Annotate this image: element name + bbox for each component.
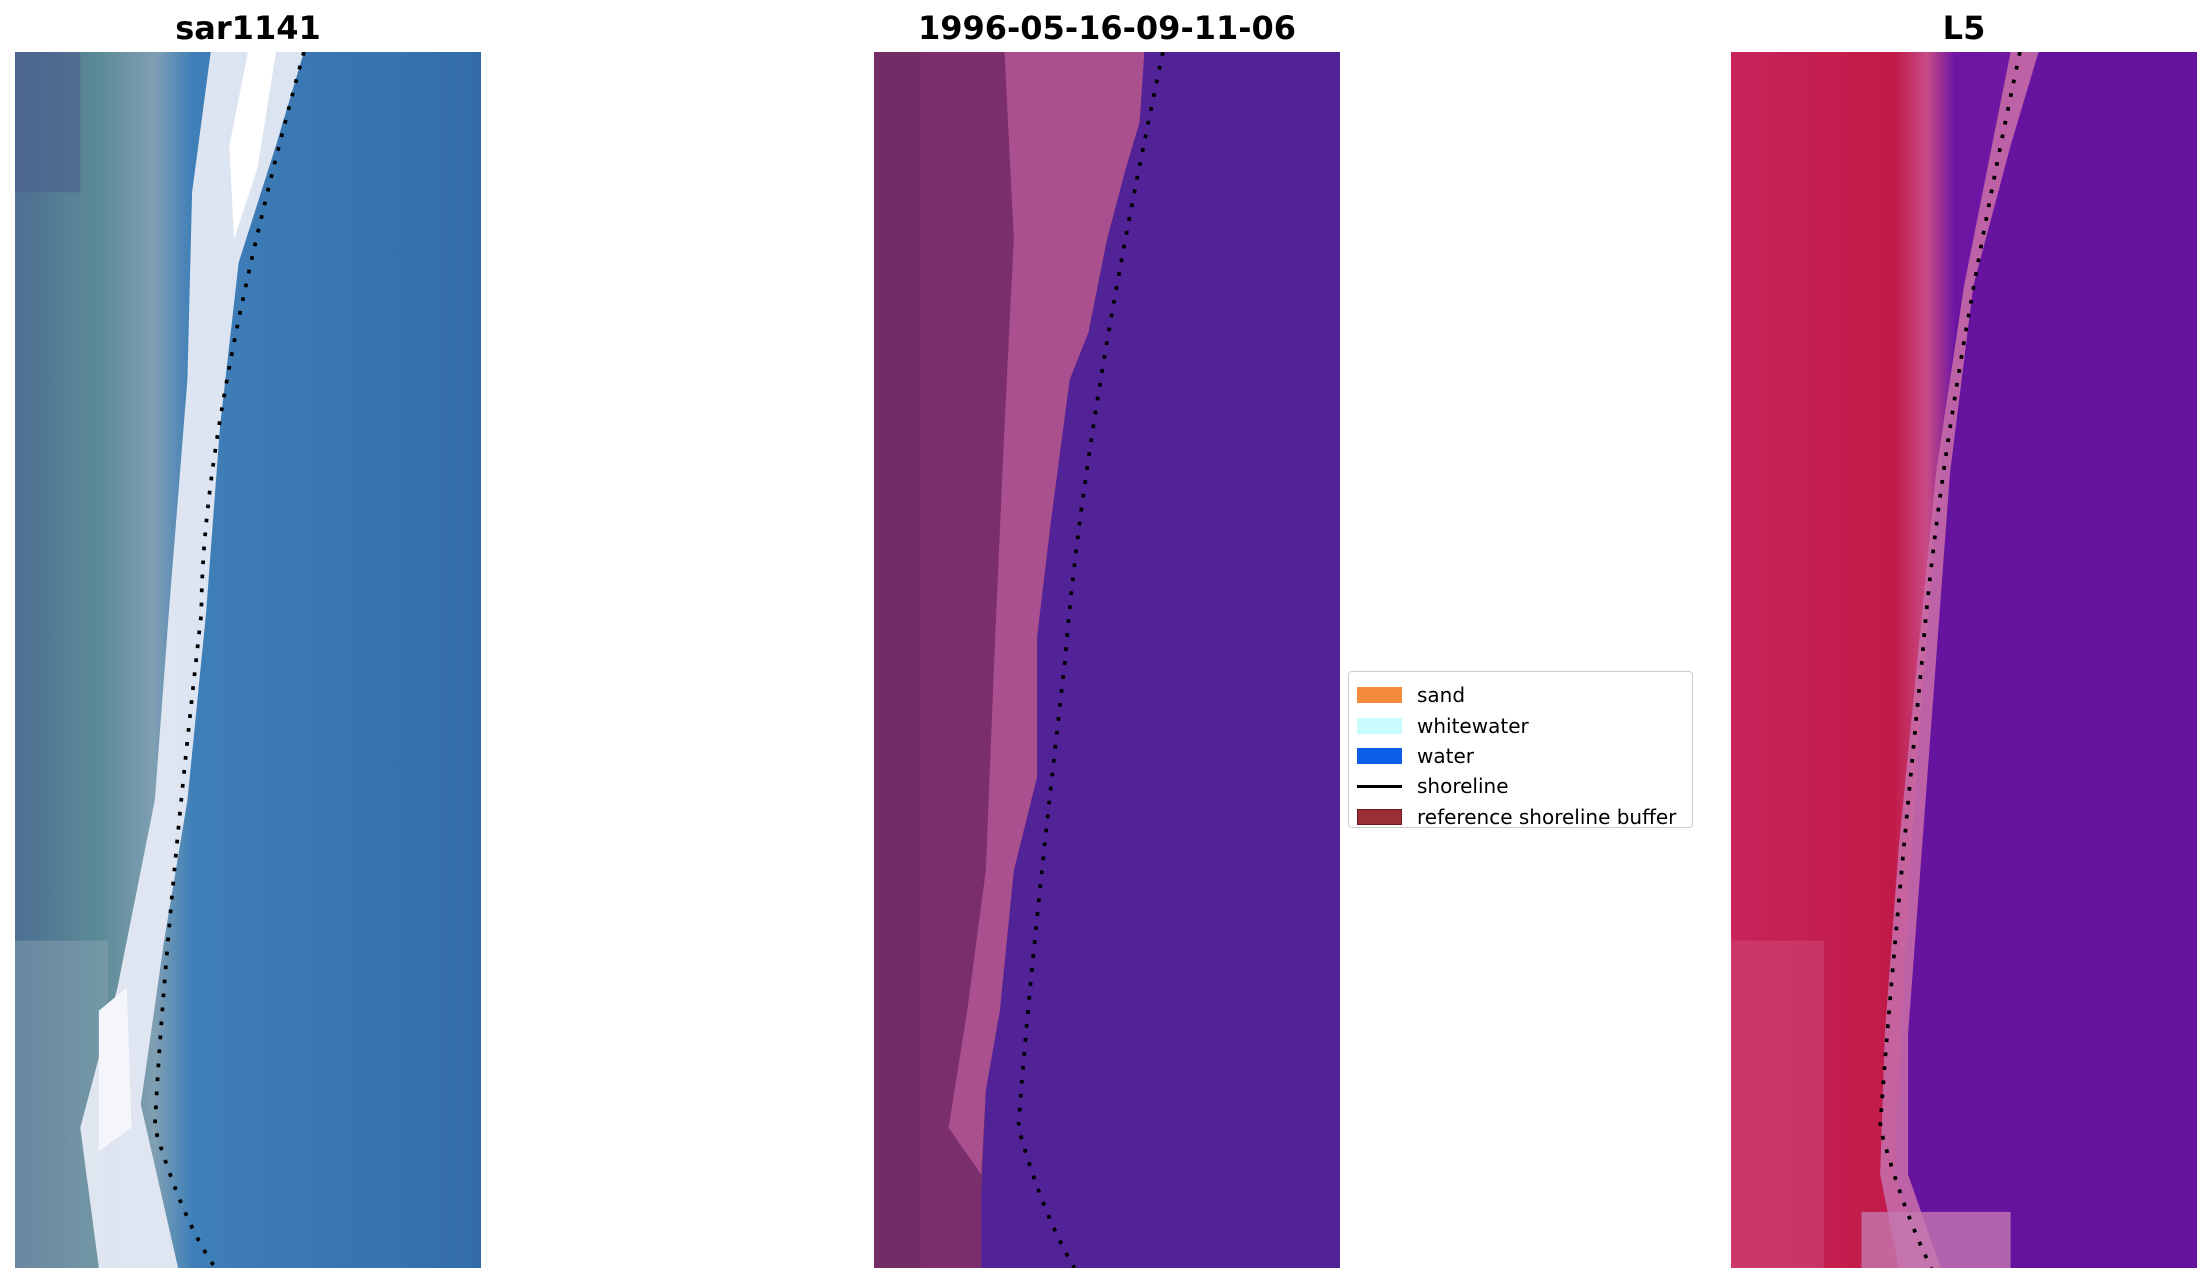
classified-image-panel xyxy=(874,52,1340,1268)
whitewater-swatch xyxy=(1357,717,1402,734)
legend-label: reference shoreline buffer xyxy=(1417,804,1677,829)
legend-label: whitewater xyxy=(1417,713,1529,738)
water-swatch xyxy=(1357,747,1402,764)
legend-item-water: water xyxy=(1357,741,1692,771)
panel-title-index: L5 xyxy=(1942,9,1986,47)
legend-item-reference-buffer: reference shoreline buffer xyxy=(1357,802,1692,832)
index-image-panel xyxy=(1731,52,2197,1268)
rgb-image-panel xyxy=(15,52,481,1268)
legend: sand whitewater water shoreline referenc… xyxy=(1348,671,1693,829)
legend-item-whitewater: whitewater xyxy=(1357,710,1692,740)
legend-label: water xyxy=(1417,743,1474,768)
panel-title-classified: 1996-05-16-09-11-06 xyxy=(917,9,1297,47)
rgb-image xyxy=(15,52,481,1268)
classified-image xyxy=(874,52,1340,1268)
legend-item-shoreline: shoreline xyxy=(1357,771,1692,801)
reference-buffer-swatch xyxy=(1357,808,1402,825)
panel-title-rgb: sar1141 xyxy=(175,9,321,47)
legend-item-sand: sand xyxy=(1357,680,1692,710)
legend-label: sand xyxy=(1417,683,1466,708)
index-image xyxy=(1731,52,2197,1268)
sand-swatch xyxy=(1357,687,1402,704)
shoreline-trace xyxy=(1878,52,2022,1268)
shoreline-trace xyxy=(1016,52,1165,1268)
legend-label: shoreline xyxy=(1417,774,1509,799)
shoreline-line-swatch xyxy=(1357,784,1402,788)
